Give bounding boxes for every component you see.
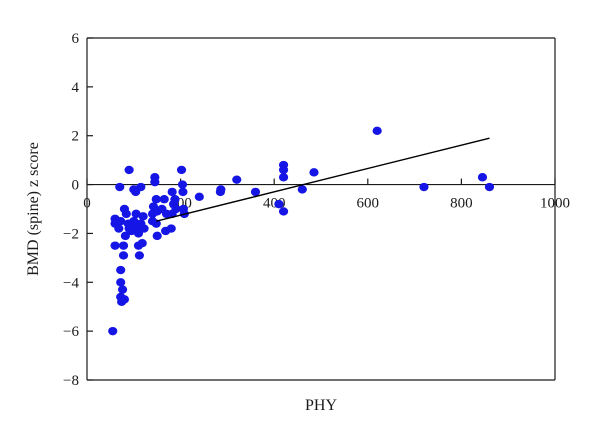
data-point bbox=[166, 224, 176, 233]
data-point bbox=[194, 192, 204, 201]
data-point bbox=[372, 126, 382, 136]
y-tick-label: 6 bbox=[72, 31, 80, 47]
data-point bbox=[131, 209, 141, 219]
data-point bbox=[274, 199, 284, 209]
data-point bbox=[108, 326, 118, 336]
data-point bbox=[116, 217, 126, 226]
data-point bbox=[171, 204, 181, 214]
data-point bbox=[120, 231, 130, 241]
data-point bbox=[477, 173, 488, 182]
x-tick-label: 1000 bbox=[540, 196, 570, 212]
data-point bbox=[177, 180, 188, 189]
y-tick-label: 2 bbox=[72, 129, 80, 145]
y-tick-label: −6 bbox=[63, 324, 79, 340]
regression-line bbox=[156, 137, 490, 222]
data-point bbox=[484, 182, 495, 192]
data-point bbox=[216, 185, 226, 194]
data-point bbox=[137, 239, 147, 248]
data-point bbox=[170, 195, 180, 204]
data-point bbox=[134, 251, 145, 260]
x-axis-title: PHY bbox=[305, 397, 337, 414]
y-tick-label: −2 bbox=[63, 226, 79, 242]
data-points bbox=[108, 126, 495, 336]
data-point bbox=[136, 182, 146, 192]
plot-frame bbox=[86, 37, 556, 381]
y-axis-title: BMD (spine) z score bbox=[25, 142, 42, 276]
data-point bbox=[176, 165, 187, 175]
data-point bbox=[278, 173, 289, 182]
x-tick-label: 800 bbox=[450, 196, 473, 212]
data-point bbox=[419, 182, 429, 192]
data-point bbox=[138, 212, 148, 221]
data-point bbox=[118, 241, 129, 250]
data-point bbox=[126, 226, 137, 236]
data-point bbox=[278, 207, 289, 216]
y-tick-label: 0 bbox=[72, 178, 80, 194]
data-point bbox=[115, 182, 125, 192]
y-tick-label: −8 bbox=[63, 373, 79, 389]
data-point bbox=[167, 187, 177, 197]
data-point bbox=[250, 187, 261, 197]
data-point bbox=[116, 278, 126, 287]
data-point bbox=[278, 165, 289, 175]
data-point bbox=[309, 168, 319, 177]
x-tick-label: 600 bbox=[357, 196, 380, 212]
data-point bbox=[117, 285, 128, 294]
data-point bbox=[232, 175, 242, 184]
data-point bbox=[119, 295, 130, 304]
y-tick-label: 4 bbox=[72, 80, 80, 96]
data-point bbox=[110, 241, 120, 250]
data-point bbox=[297, 185, 307, 194]
y-tick-label: −4 bbox=[63, 275, 79, 291]
data-point bbox=[124, 165, 134, 175]
data-point bbox=[114, 224, 124, 233]
data-point bbox=[116, 265, 126, 275]
data-point bbox=[178, 187, 188, 197]
data-point bbox=[159, 195, 169, 204]
data-point bbox=[118, 251, 129, 260]
data-point bbox=[151, 219, 161, 228]
x-tick-label: 0 bbox=[83, 196, 91, 212]
data-point bbox=[150, 177, 160, 187]
data-point bbox=[152, 231, 162, 241]
data-point bbox=[121, 209, 131, 219]
data-point bbox=[139, 224, 149, 233]
data-point bbox=[151, 195, 161, 204]
